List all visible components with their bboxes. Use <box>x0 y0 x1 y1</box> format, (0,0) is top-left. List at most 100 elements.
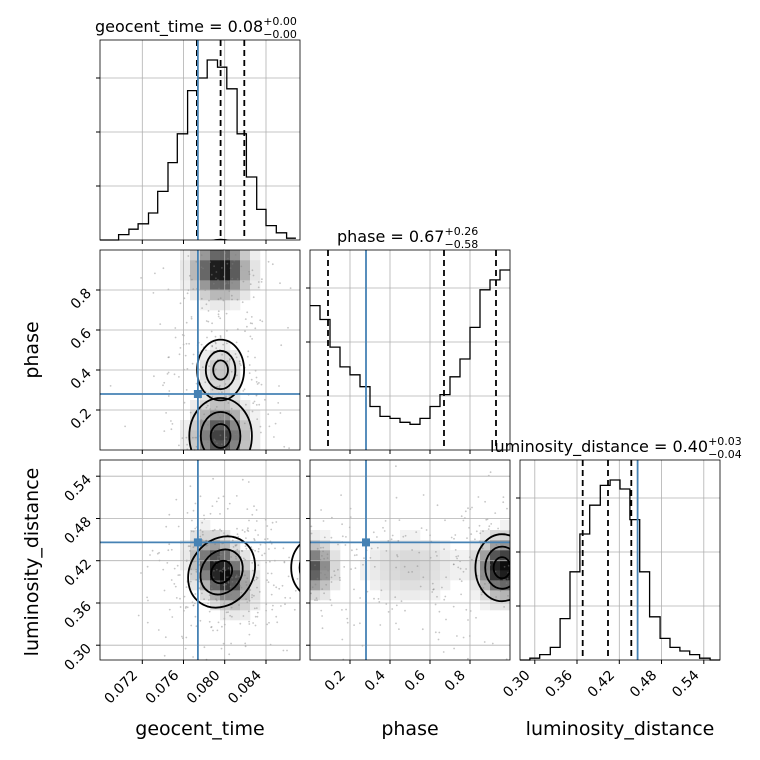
scatter-point <box>229 585 232 588</box>
density-cell <box>480 550 491 561</box>
density-cell <box>430 550 441 561</box>
scatter-point <box>257 548 260 550</box>
scatter-point <box>249 589 252 591</box>
scatter-point <box>208 594 211 597</box>
scatter-point <box>203 514 205 517</box>
scatter-point <box>286 649 288 652</box>
scatter-point <box>183 401 186 404</box>
scatter-point <box>252 296 255 299</box>
scatter-point <box>459 578 461 581</box>
scatter-point <box>255 578 258 581</box>
scatter-point <box>462 636 465 639</box>
scatter-point <box>199 529 202 531</box>
scatter-point <box>207 320 210 323</box>
density-cell <box>200 250 211 261</box>
scatter-point <box>489 564 492 566</box>
scatter-point <box>370 547 373 550</box>
scatter-point <box>239 362 241 365</box>
density-cell <box>200 260 211 271</box>
scatter-point <box>234 433 237 436</box>
scatter-point <box>411 571 413 573</box>
scatter-point <box>258 591 261 593</box>
scatter-point <box>294 589 297 592</box>
scatter-point <box>244 558 247 561</box>
scatter-point <box>395 465 397 468</box>
scatter-point <box>432 588 435 591</box>
scatter-point <box>202 554 205 557</box>
scatter-point <box>273 436 275 438</box>
scatter-point <box>268 621 270 624</box>
contour-line <box>199 548 244 596</box>
scatter-point <box>251 513 254 516</box>
scatter-point <box>205 349 207 351</box>
density-cell <box>430 580 441 591</box>
scatter-point <box>192 604 195 607</box>
density-cell <box>220 550 231 561</box>
scatter-point <box>166 562 169 564</box>
scatter-point <box>441 586 443 589</box>
y-tick-label: 0.54 <box>61 472 94 505</box>
scatter-point <box>385 550 388 552</box>
scatter-point <box>470 533 473 535</box>
density-cell <box>240 610 251 621</box>
scatter-point <box>149 554 151 556</box>
scatter-point <box>209 408 212 410</box>
scatter-point <box>267 581 270 584</box>
scatter-point <box>192 656 195 658</box>
scatter-point <box>152 292 155 294</box>
scatter-point <box>403 565 406 568</box>
scatter-point <box>321 627 324 630</box>
scatter-point <box>325 576 328 579</box>
scatter-point <box>190 317 193 320</box>
scatter-point <box>246 529 249 531</box>
density-cell <box>460 560 471 571</box>
scatter-point <box>422 494 425 496</box>
scatter-point <box>465 568 467 570</box>
scatter-point <box>271 263 274 266</box>
scatter-point <box>460 593 462 596</box>
scatter-point <box>255 607 258 609</box>
scatter-point <box>228 502 231 505</box>
density-cell <box>420 580 431 591</box>
scatter-point <box>212 430 215 433</box>
scatter-point <box>219 416 222 419</box>
scatter-point <box>164 636 167 639</box>
scatter-point <box>186 368 189 370</box>
scatter-point <box>189 545 191 547</box>
scatter-point <box>171 423 174 425</box>
density-cell <box>220 540 231 551</box>
scatter-point <box>293 608 296 611</box>
density-cell <box>250 580 261 591</box>
scatter-point <box>353 554 356 557</box>
scatter-point <box>257 534 259 536</box>
scatter-point <box>314 583 317 586</box>
scatter-point <box>284 596 287 599</box>
scatter-point <box>216 442 218 445</box>
scatter-point <box>248 372 251 374</box>
scatter-point <box>248 599 251 602</box>
scatter-point <box>261 554 263 557</box>
scatter-point <box>443 598 446 601</box>
scatter-point <box>264 538 266 541</box>
scatter-point <box>240 591 243 594</box>
scatter-point <box>245 403 247 406</box>
scatter-point <box>210 626 213 629</box>
density-cell <box>390 560 401 571</box>
scatter-point <box>391 534 394 537</box>
density-cell <box>230 560 241 571</box>
scatter-point <box>327 569 329 572</box>
scatter-point <box>167 549 170 552</box>
scatter-point <box>246 355 249 358</box>
scatter-point <box>418 551 421 554</box>
scatter-point <box>253 579 256 582</box>
xlabel-phase: phase <box>381 718 438 740</box>
scatter-point <box>411 549 413 551</box>
scatter-point <box>319 558 322 561</box>
scatter-point <box>184 607 187 609</box>
scatter-point <box>236 298 239 301</box>
scatter-point <box>170 428 173 431</box>
scatter-point <box>442 651 445 653</box>
density-cell <box>190 430 201 441</box>
scatter-point <box>468 526 470 529</box>
scatter-point <box>226 507 229 510</box>
